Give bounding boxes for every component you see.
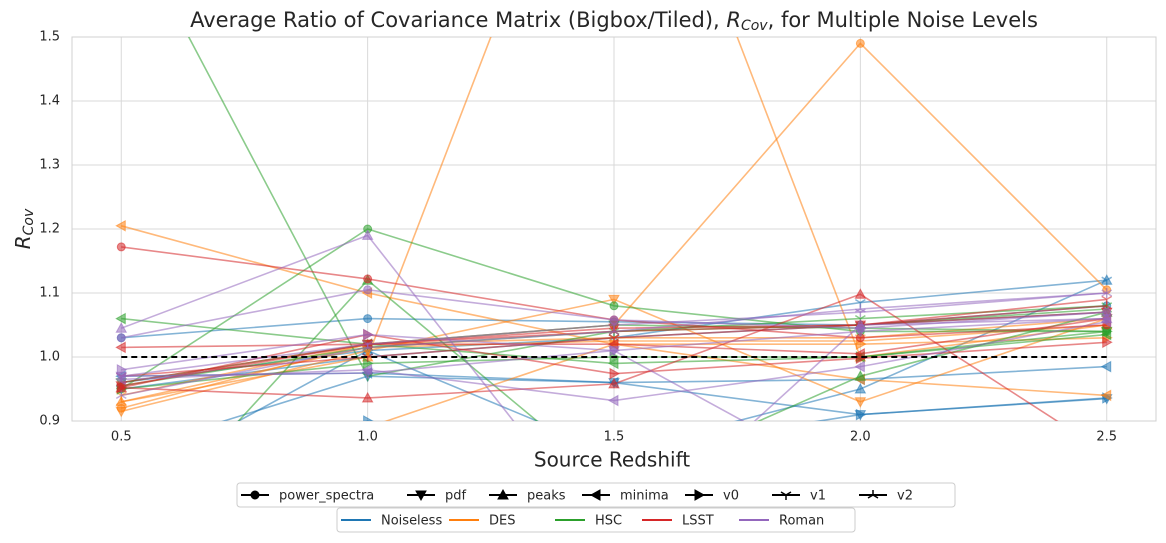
legend-label: HSC [595, 514, 622, 529]
marker [115, 390, 127, 400]
x-axis-label: Source Redshift [534, 448, 690, 472]
marker [867, 490, 879, 499]
marker [115, 341, 126, 354]
marker [1102, 448, 1112, 457]
marker [608, 377, 620, 389]
series-line [364, 397, 1107, 421]
x-tick-label: 0.5 [111, 430, 132, 445]
marker [117, 480, 126, 490]
noise-legend [336, 507, 856, 533]
marker [855, 408, 867, 421]
marker [608, 326, 620, 336]
marker [115, 396, 127, 406]
series-line [120, 234, 1107, 421]
legend-label: peaks [527, 489, 566, 504]
marker [116, 363, 128, 376]
marker [589, 489, 601, 501]
y-tick-label: 1.0 [39, 350, 60, 365]
marker [1101, 300, 1113, 310]
marker [116, 333, 126, 343]
marker [608, 294, 620, 306]
legend-label: LSST [682, 514, 714, 529]
legend-label: v2 [897, 489, 913, 504]
legend-label: DES [489, 514, 515, 529]
marker [362, 342, 374, 352]
marker [609, 344, 621, 357]
title-text: Average Ratio of Covariance Matrix (Bigb… [190, 8, 726, 32]
marker [694, 489, 706, 501]
marker [361, 363, 373, 376]
y-tick-label: 1.2 [39, 222, 60, 237]
marker [363, 415, 374, 421]
marker [361, 229, 374, 240]
marker [415, 490, 427, 502]
marker [780, 491, 792, 500]
y-label-subscript: Cov [21, 208, 37, 235]
series-line [237, 279, 1107, 421]
marker [116, 480, 126, 489]
marker [115, 219, 126, 232]
marker [115, 372, 127, 382]
marker [363, 274, 373, 284]
marker [854, 370, 867, 381]
title-end: , for Multiple Noise Levels [768, 8, 1038, 32]
y-tick-label: 1.3 [39, 158, 60, 173]
marker [116, 242, 126, 252]
y-tick-label: 1.1 [39, 286, 60, 301]
marker [854, 288, 867, 299]
marker [854, 318, 867, 330]
y-tick-label: 0.9 [39, 414, 60, 429]
marker [497, 488, 509, 500]
x-tick-label: 2.0 [850, 430, 871, 445]
marker [115, 322, 128, 333]
marker [1102, 336, 1113, 349]
y-tick-label: 1.5 [39, 30, 60, 45]
marker [609, 315, 619, 325]
marker [607, 394, 619, 407]
marker [855, 352, 867, 365]
marker [854, 397, 867, 408]
marker [363, 314, 373, 324]
legend-label: minima [620, 489, 669, 504]
marker [363, 285, 373, 295]
legend-label: power_spectra [279, 489, 374, 504]
x-tick-label: 1.5 [604, 430, 625, 445]
title-symbol: R [726, 8, 741, 32]
x-tick-label: 1.0 [357, 430, 378, 445]
marker [116, 381, 128, 394]
marker [855, 38, 865, 48]
y-axis-label: RCov [11, 208, 38, 249]
marker [1101, 276, 1113, 286]
legend-label: Roman [779, 514, 824, 529]
marker [1101, 288, 1113, 297]
marker [1100, 315, 1112, 328]
marker [363, 328, 374, 341]
legend-label: pdf [445, 489, 467, 504]
y-tick-label: 1.4 [39, 94, 60, 109]
marker [1100, 360, 1112, 373]
plot-border [71, 36, 1157, 422]
plot-lines [115, 37, 1113, 490]
y-label-symbol: R [11, 235, 35, 249]
marker [115, 312, 126, 325]
marker [116, 449, 126, 458]
legend-label: v0 [723, 489, 739, 504]
legend-label: v1 [810, 489, 826, 504]
marker [854, 304, 866, 313]
marker [1100, 389, 1112, 402]
marker [607, 357, 619, 370]
chart-title: Average Ratio of Covariance Matrix (Bigb… [190, 8, 1038, 34]
title-subscript: Cov [741, 18, 768, 34]
legend-label: Noiseless [381, 514, 442, 529]
marker [854, 360, 865, 373]
marker [250, 490, 260, 500]
marker [609, 301, 619, 311]
marker [854, 382, 867, 394]
marker [608, 334, 620, 343]
x-tick-label: 2.5 [1096, 430, 1117, 445]
marker [609, 367, 621, 380]
marker [115, 406, 128, 418]
marker [361, 391, 374, 403]
